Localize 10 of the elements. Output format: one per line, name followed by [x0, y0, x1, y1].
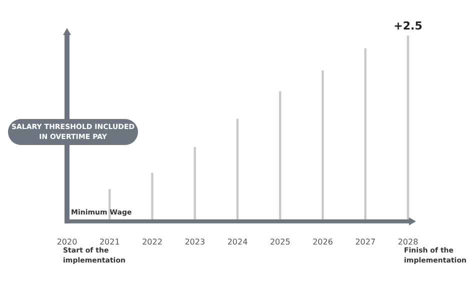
x-tick-label: 2026 [312, 237, 333, 246]
x-tick-label: 2024 [227, 237, 248, 246]
x-tick-label: 2023 [184, 237, 206, 246]
x-tick-label: 2020 [56, 237, 78, 246]
data-label: +2.5 [394, 19, 422, 32]
x-tick-label: 2027 [355, 237, 376, 246]
x-tick-label: 2022 [142, 237, 162, 246]
x-tick-label: 2025 [270, 237, 290, 246]
x-tick-label: 2028 [398, 237, 418, 246]
x-tick-label: 2021 [99, 237, 120, 246]
